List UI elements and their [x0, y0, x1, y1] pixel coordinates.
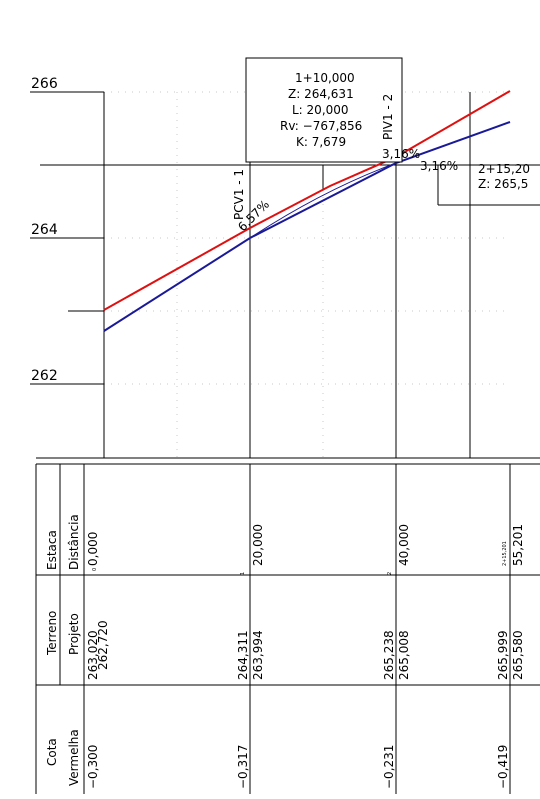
header-projeto: Projeto: [67, 613, 81, 655]
projeto-value: 265,008: [397, 630, 411, 680]
estaca-value: 1: [240, 572, 246, 575]
terreno-value: 265,238: [382, 630, 396, 680]
estaca-value: 2: [387, 572, 393, 575]
estaca-value: 0: [92, 568, 98, 571]
curve-k: K: 7,679: [296, 135, 346, 149]
cota-value: −0,231: [382, 745, 396, 789]
projeto-value: 265,580: [511, 630, 525, 680]
y-label-266: 266: [31, 76, 58, 92]
terrain-line: [103, 121, 511, 332]
header-terreno: Terreno: [45, 611, 59, 656]
projeto-value: 263,994: [251, 630, 265, 680]
curve-rv: Rv: −767,856: [280, 119, 362, 133]
header-estaca: Estaca: [45, 530, 59, 570]
profile-table: Estaca Distância Terreno Projeto Cota Ve…: [35, 457, 540, 794]
curve-l: L: 20,000: [292, 103, 349, 117]
y-label-264: 264: [31, 222, 58, 238]
grade-right: 3,16%: [420, 159, 458, 173]
grade-mid: 3,16%: [382, 147, 420, 161]
cota-value: −0,317: [236, 745, 250, 789]
terreno-value: 265,999: [496, 630, 510, 680]
distancia-value: 40,000: [397, 524, 411, 566]
pcv-label: PCV1 - 1: [232, 169, 246, 220]
header-vermelha: Vermelha: [67, 729, 81, 786]
distancia-value: 20,000: [251, 524, 265, 566]
cota-value: −0,300: [86, 745, 100, 789]
project-line: [103, 90, 511, 311]
header-cota: Cota: [45, 738, 59, 766]
estaca-value: 2+15,201: [502, 541, 508, 566]
header-distancia: Distância: [67, 514, 81, 570]
curve-info-box: 1+10,000 Z: 264,631 L: 20,000 Rv: −767,8…: [245, 57, 403, 163]
end-station: 2+15,20: [478, 162, 530, 176]
piv-label: PIV1 - 2: [381, 94, 395, 140]
projeto-value: 262,720: [96, 620, 110, 670]
terreno-value: 263,020: [86, 630, 100, 680]
end-z: Z: 265,5: [478, 177, 528, 191]
terreno-value: 264,311: [236, 630, 250, 680]
distancia-value: 0,000: [86, 532, 100, 566]
reference-lines: [40, 70, 540, 458]
curve-z: Z: 264,631: [288, 87, 354, 101]
y-label-262: 262: [31, 368, 58, 384]
vertical-curve: [249, 162, 397, 239]
end-station-box: 2+15,20 Z: 265,5: [478, 162, 530, 191]
curve-station: 1+10,000: [295, 71, 355, 85]
y-axis: 266 264 262: [30, 76, 105, 458]
distancia-value: 55,201: [511, 524, 525, 566]
cota-value: −0,419: [496, 745, 510, 789]
